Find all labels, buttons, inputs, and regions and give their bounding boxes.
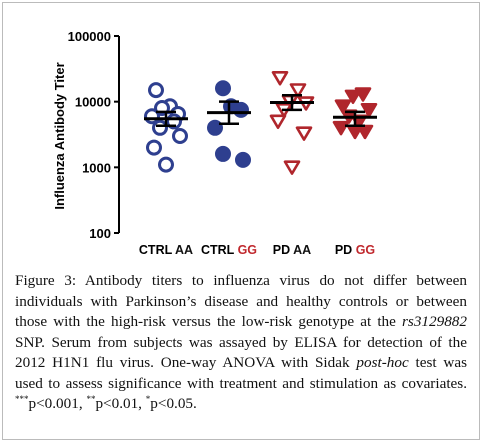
data-point bbox=[334, 99, 352, 114]
caption-text: p<0.01, bbox=[95, 395, 146, 412]
caption-text: test was used to assess significance wit… bbox=[15, 354, 467, 392]
data-point bbox=[215, 145, 231, 162]
x-tick-label: PD AA bbox=[273, 243, 311, 257]
caption-text: * bbox=[145, 393, 151, 404]
caption-text: *** bbox=[15, 393, 29, 404]
data-point bbox=[360, 102, 378, 118]
data-point bbox=[172, 128, 188, 145]
data-point bbox=[215, 80, 231, 97]
category-genotype: GG bbox=[238, 243, 257, 257]
data-point bbox=[332, 120, 350, 136]
caption-text: Antibody titers to influenza virus do no… bbox=[15, 272, 467, 330]
y-axis-label: Influenza Antibody Titer bbox=[52, 62, 67, 209]
caption-text: p<0.001, bbox=[28, 395, 87, 412]
category-genotype: AA bbox=[293, 243, 311, 257]
category-group: PD bbox=[273, 243, 290, 257]
y-tick-label: 100 bbox=[89, 226, 111, 241]
data-point bbox=[271, 71, 289, 86]
data-point bbox=[207, 119, 223, 136]
x-tick-label: CTRL GG bbox=[201, 243, 257, 257]
data-point bbox=[146, 139, 162, 156]
category-genotype: GG bbox=[356, 243, 375, 257]
data-point bbox=[295, 126, 313, 141]
caption: Figure 3: Antibody titers to influenza v… bbox=[15, 271, 467, 415]
data-point bbox=[283, 160, 301, 175]
data-point bbox=[233, 101, 249, 118]
y-tick-label: 1000 bbox=[82, 160, 111, 175]
data-point bbox=[158, 156, 174, 173]
x-tick-label: PD GG bbox=[335, 243, 375, 257]
data-point bbox=[346, 124, 364, 140]
caption-text: rs3129882 bbox=[402, 313, 467, 330]
data-point bbox=[235, 151, 251, 168]
data-point bbox=[344, 89, 362, 105]
chart: Influenza Antibody Titer 100 1000 10000 100… bbox=[52, 29, 378, 257]
category-group: CTRL bbox=[201, 243, 235, 257]
caption-text: p<0.05. bbox=[150, 395, 197, 412]
category-group: PD bbox=[335, 243, 352, 257]
category-genotype: AA bbox=[175, 243, 193, 257]
data-point bbox=[152, 119, 168, 136]
data-point bbox=[289, 83, 307, 98]
y-tick-label: 100000 bbox=[68, 29, 111, 44]
x-tick-label: CTRL AA bbox=[139, 243, 193, 257]
category-group: CTRL bbox=[139, 243, 173, 257]
figure: Influenza Antibody Titer 100 1000 10000 100… bbox=[2, 2, 480, 440]
caption-text: SNP. Serum from subjects was assayed by … bbox=[15, 333, 467, 372]
caption-text: post-hoc bbox=[356, 354, 409, 371]
y-tick-label: 10000 bbox=[75, 95, 111, 110]
caption-text: ** bbox=[86, 393, 96, 404]
caption-text: Figure 3: bbox=[15, 272, 77, 289]
data-point bbox=[148, 82, 164, 99]
data-point bbox=[269, 114, 287, 130]
